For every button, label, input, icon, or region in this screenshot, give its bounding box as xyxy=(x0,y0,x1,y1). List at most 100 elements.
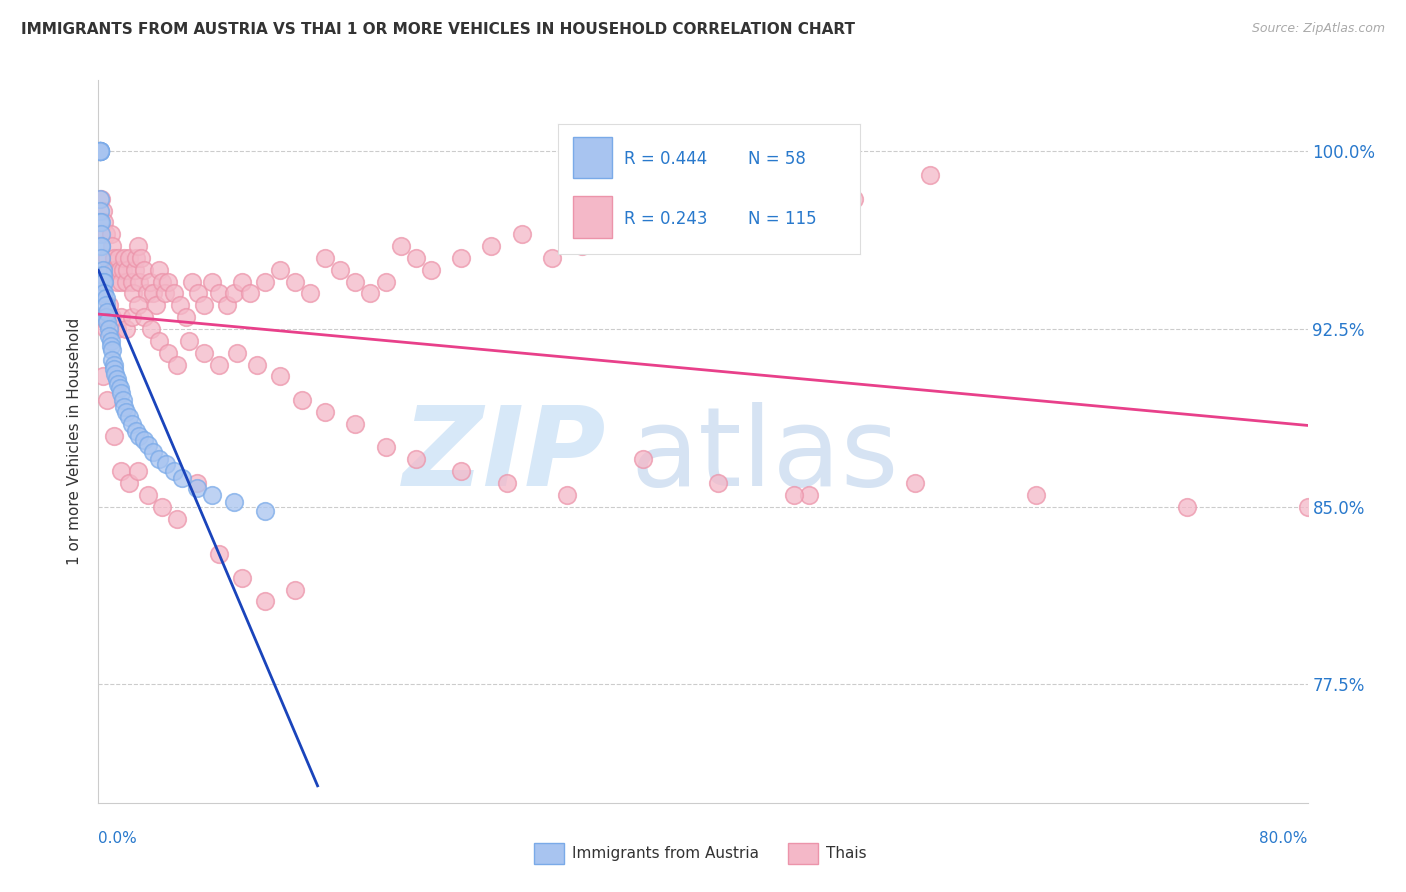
Point xyxy=(105,275,128,289)
Point xyxy=(142,286,165,301)
Point xyxy=(246,358,269,372)
Point xyxy=(344,275,367,289)
Point xyxy=(166,511,188,525)
Point xyxy=(110,310,132,325)
Point xyxy=(110,275,132,289)
Point xyxy=(114,275,136,289)
Point xyxy=(91,310,114,325)
Point xyxy=(253,594,276,608)
Point xyxy=(90,192,112,206)
Point xyxy=(91,369,114,384)
Text: Source: ZipAtlas.com: Source: ZipAtlas.com xyxy=(1251,22,1385,36)
Point xyxy=(495,475,517,490)
Point xyxy=(163,464,186,478)
Point xyxy=(707,475,730,490)
Point xyxy=(115,262,138,277)
Point xyxy=(150,500,173,514)
Point xyxy=(156,345,179,359)
Point xyxy=(89,145,111,159)
Point xyxy=(540,251,562,265)
Point xyxy=(94,322,117,336)
Point xyxy=(1296,500,1319,514)
Point xyxy=(96,315,118,329)
Point xyxy=(114,322,136,336)
Point xyxy=(374,441,396,455)
Point xyxy=(127,298,149,312)
Point xyxy=(269,369,291,384)
Point xyxy=(122,286,145,301)
Point xyxy=(127,464,149,478)
Point xyxy=(208,547,231,561)
Point xyxy=(96,305,118,319)
Point xyxy=(661,215,683,229)
Point xyxy=(94,298,117,312)
Point xyxy=(89,145,111,159)
Point xyxy=(150,275,173,289)
Point xyxy=(96,393,118,408)
Point xyxy=(1024,488,1046,502)
Y-axis label: 1 or more Vehicles in Household: 1 or more Vehicles in Household xyxy=(67,318,83,566)
Point xyxy=(148,334,170,348)
Point xyxy=(105,372,128,386)
Point xyxy=(631,452,654,467)
Point xyxy=(481,239,503,253)
Text: ZIP: ZIP xyxy=(402,402,606,509)
Point xyxy=(269,262,291,277)
Point xyxy=(93,275,115,289)
Point xyxy=(103,362,125,376)
Point xyxy=(101,310,124,325)
Point xyxy=(360,286,382,301)
Point xyxy=(148,452,170,467)
Point xyxy=(186,481,208,495)
Point xyxy=(129,251,152,265)
Point xyxy=(101,352,124,367)
Point xyxy=(136,488,159,502)
Point xyxy=(94,310,117,325)
Point xyxy=(90,215,112,229)
Point xyxy=(107,251,129,265)
Point xyxy=(89,203,111,218)
Point xyxy=(93,215,115,229)
Point xyxy=(89,145,111,159)
Point xyxy=(103,251,125,265)
Point xyxy=(405,452,427,467)
Point xyxy=(107,376,129,391)
Point xyxy=(450,464,472,478)
Point xyxy=(125,424,148,438)
Point xyxy=(571,239,593,253)
Point xyxy=(163,286,186,301)
Point xyxy=(108,262,131,277)
Point xyxy=(555,488,578,502)
Point xyxy=(121,310,143,325)
Point xyxy=(108,381,131,395)
Point xyxy=(94,227,117,242)
Point xyxy=(100,334,122,348)
Point xyxy=(231,275,253,289)
Point xyxy=(91,262,114,277)
Point xyxy=(89,145,111,159)
Point xyxy=(89,215,111,229)
Point xyxy=(132,262,155,277)
Point xyxy=(329,262,352,277)
Point xyxy=(132,310,155,325)
Point xyxy=(101,239,124,253)
Point xyxy=(224,495,246,509)
Text: Thais: Thais xyxy=(827,846,868,861)
Point xyxy=(90,239,112,253)
Point xyxy=(90,251,112,265)
Point xyxy=(314,251,336,265)
Text: IMMIGRANTS FROM AUSTRIA VS THAI 1 OR MORE VEHICLES IN HOUSEHOLD CORRELATION CHAR: IMMIGRANTS FROM AUSTRIA VS THAI 1 OR MOR… xyxy=(21,22,855,37)
Point xyxy=(125,251,148,265)
Point xyxy=(405,251,427,265)
Point xyxy=(114,405,136,419)
Point xyxy=(91,286,114,301)
Point xyxy=(118,475,141,490)
Point xyxy=(208,286,231,301)
FancyBboxPatch shape xyxy=(787,843,818,864)
Point xyxy=(89,145,111,159)
Point xyxy=(135,286,157,301)
Point xyxy=(110,386,132,401)
Point xyxy=(193,345,215,359)
Point xyxy=(148,262,170,277)
Point xyxy=(98,262,121,277)
